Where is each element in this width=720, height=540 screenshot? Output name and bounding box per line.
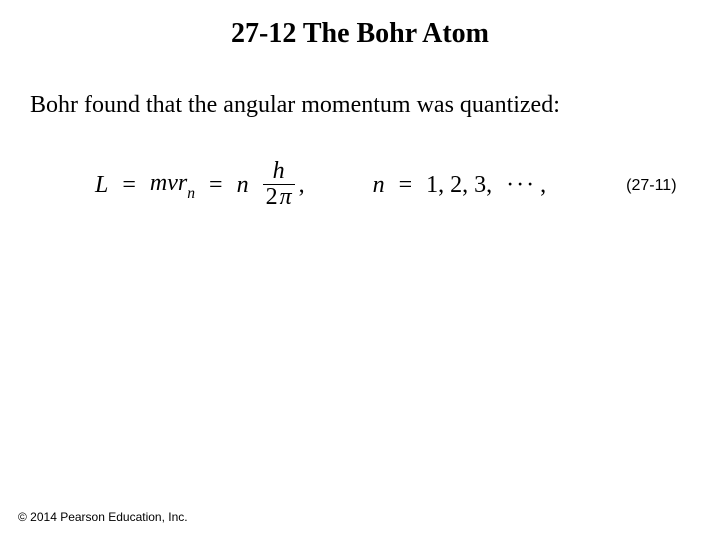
equation: L = mvrn = n h 2π , n = 1, 2, 3, ··· ,: [95, 160, 546, 211]
equation-row: L = mvrn = n h 2π , n = 1, 2, 3, ··· , (…: [0, 120, 720, 211]
eq-fraction: h 2π: [263, 159, 295, 210]
eq-equals-2: =: [209, 172, 223, 199]
eq-comma-1: ,: [299, 172, 305, 199]
eq-frac-num: h: [270, 159, 288, 184]
eq-frac-den-pi: π: [280, 185, 292, 210]
eq-L: L: [95, 172, 108, 199]
body-text: Bohr found that the angular momentum was…: [0, 50, 720, 120]
eq-sequence: 1, 2, 3,: [426, 172, 492, 199]
eq-frac-den: 2π: [263, 184, 295, 210]
eq-frac-den-two: 2: [266, 185, 278, 210]
slide-title: 27-12 The Bohr Atom: [0, 0, 720, 50]
eq-n-sym: n: [373, 172, 385, 199]
slide: 27-12 The Bohr Atom Bohr found that the …: [0, 0, 720, 540]
equation-number: (27-11): [626, 177, 676, 195]
eq-equals-1: =: [122, 172, 136, 199]
copyright-text: © 2014 Pearson Education, Inc.: [18, 510, 188, 524]
eq-mvrn: mvrn: [150, 170, 195, 201]
eq-dots: ···: [506, 172, 536, 199]
eq-sub-n: n: [187, 185, 195, 202]
eq-comma-2: ,: [540, 172, 546, 199]
eq-equals-3: =: [399, 172, 413, 199]
eq-mvr: mvr: [150, 170, 187, 196]
eq-n-coef: n: [237, 172, 249, 199]
